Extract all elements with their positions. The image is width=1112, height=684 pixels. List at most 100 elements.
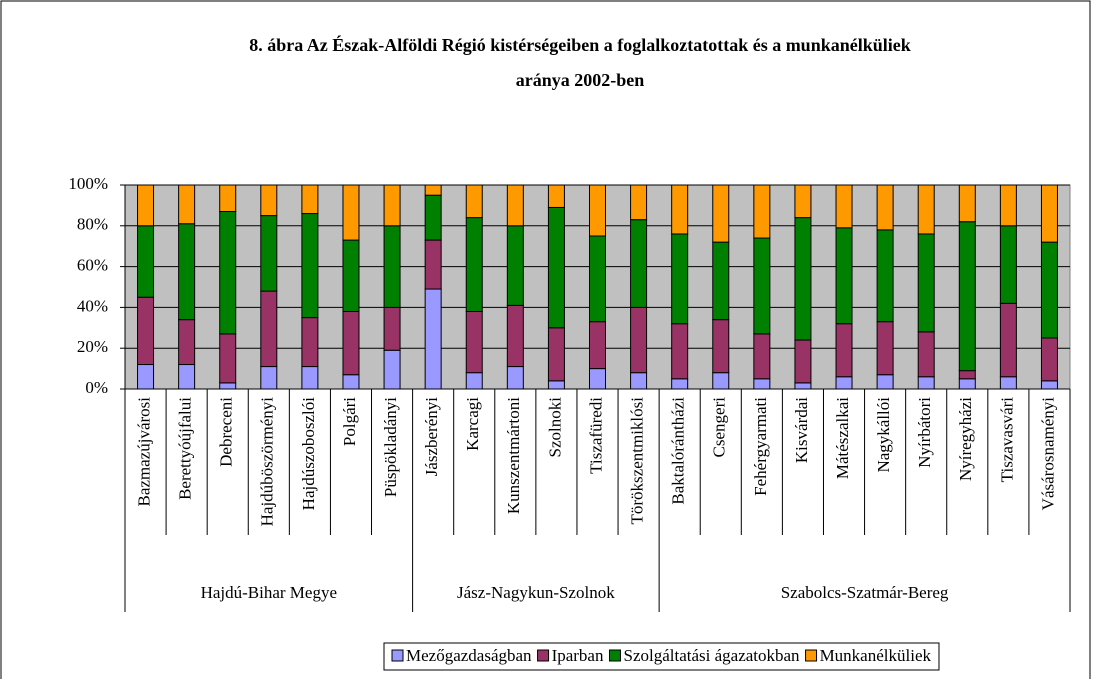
bar-segment [712,319,730,374]
bar-segment [999,376,1017,390]
y-tick-label: 100% [68,174,108,193]
bar-segment [465,184,483,219]
bar-segment [958,184,976,223]
bar-segment [506,366,524,390]
bar-segment [753,378,771,390]
bar-segment [424,288,442,390]
x-tick-label: Berettyóújfalui [176,397,195,500]
bar-segment [547,206,565,329]
bar-segment [383,184,401,227]
bar-segment [137,225,155,298]
y-tick-label: 40% [77,296,108,315]
bar-segment [671,233,689,325]
chart-title: 8. ábra Az Észak-Alföldi Régió kistérség… [249,34,911,55]
bar-segment [794,184,812,219]
x-tick-label: Karcagi [463,397,482,451]
bar-segment [424,239,442,290]
bar-segment [630,306,648,374]
bar-segment [1040,380,1058,390]
bar-segment [876,321,894,376]
x-tick-label: Kisvárdai [792,397,811,463]
legend-label: Szolgáltatási ágazatokban [623,646,800,665]
y-tick-label: 80% [77,215,108,234]
x-tick-label: Vásárosnaményi [1038,397,1057,511]
legend: Mezőgazdaságban Iparban Szolgáltatási ágaz… [383,642,940,671]
bar-segment [958,378,976,390]
bar-segment [958,370,976,380]
x-tick-label: Tiszafüredi [586,397,605,474]
bar-segment [999,302,1017,378]
y-tick-label: 20% [77,337,108,356]
bar-segment [1040,184,1058,243]
bar-segment [712,184,730,243]
bar-segment [547,184,565,208]
legend-swatch [537,649,550,662]
bar-segment [342,239,360,312]
bar-segment [547,380,565,390]
x-tick-label: Kunszentmártoni [504,397,523,514]
bar-segment [1040,241,1058,339]
bar-segment [835,323,853,378]
x-tick-label: Jászberényi [422,397,441,477]
bar-segment [383,306,401,351]
x-tick-label: Törökszentmiklósi [627,397,646,525]
group-label: Hajdú-Bihar Megye [201,583,337,602]
group-label: Szabolcs-Szatmár-Bereg [781,583,949,602]
bar-segment [137,364,155,390]
group-label: Jász-Nagykun-Szolnok [457,583,615,602]
bar-segment [301,184,319,215]
bar-segment [630,372,648,390]
bar-segment [260,290,278,368]
bar-segment [589,368,606,390]
bar-segment [835,376,853,390]
bar-segment [876,184,894,231]
bar-segment [794,382,812,390]
legend-swatch [805,649,818,662]
y-tick-label: 60% [77,256,108,275]
x-tick-label: Debreceni [217,397,236,467]
bar-segment [260,366,278,390]
legend-swatch [608,649,621,662]
x-tick-label: Csengeri [710,397,729,458]
bar-segment [917,233,935,333]
bar-segment [917,184,935,235]
bar-segment [1040,337,1058,382]
bar-segment [465,310,483,374]
bar-segment [465,372,483,390]
bar-segment [712,372,730,390]
x-tick-label: Püspökladányi [381,397,400,497]
bar-segment [506,184,524,227]
bar-segment [547,327,565,382]
x-tick-label: Polgári [340,397,359,446]
bar-segment [178,223,196,321]
chart-title: aránya 2002-ben [516,70,645,90]
bar-segment [671,184,689,235]
x-tick-label: Szolnoki [545,397,564,458]
x-tick-label: Nyírbátori [915,397,934,468]
legend-label: Mezőgazdaságban [406,646,532,665]
bar-segment [260,184,278,217]
x-tick-label: Nyíregyházi [956,397,975,481]
bar-segment [178,184,196,225]
legend-label: Munkanélküliek [820,646,932,665]
bar-segment [342,374,360,390]
bar-segment [178,364,196,390]
x-tick-label: Hajdúböszörményi [258,397,277,527]
bar-segment [137,296,155,366]
y-tick-label: 0% [85,378,108,397]
bar-segment [671,378,689,390]
bar-segment [342,184,360,241]
bar-segment [424,194,442,241]
bar-segment [506,304,524,368]
x-tick-label: Mátészalkai [833,397,852,479]
bar-segment [794,339,812,384]
bar-segment [753,333,771,380]
bar-segment [630,219,648,308]
bar-segment [835,227,853,325]
x-tick-label: Nagykállói [874,397,893,473]
bar-segment [589,321,606,370]
bar-segment [260,215,278,292]
bar-segment [424,184,442,196]
bar-segment [876,374,894,390]
